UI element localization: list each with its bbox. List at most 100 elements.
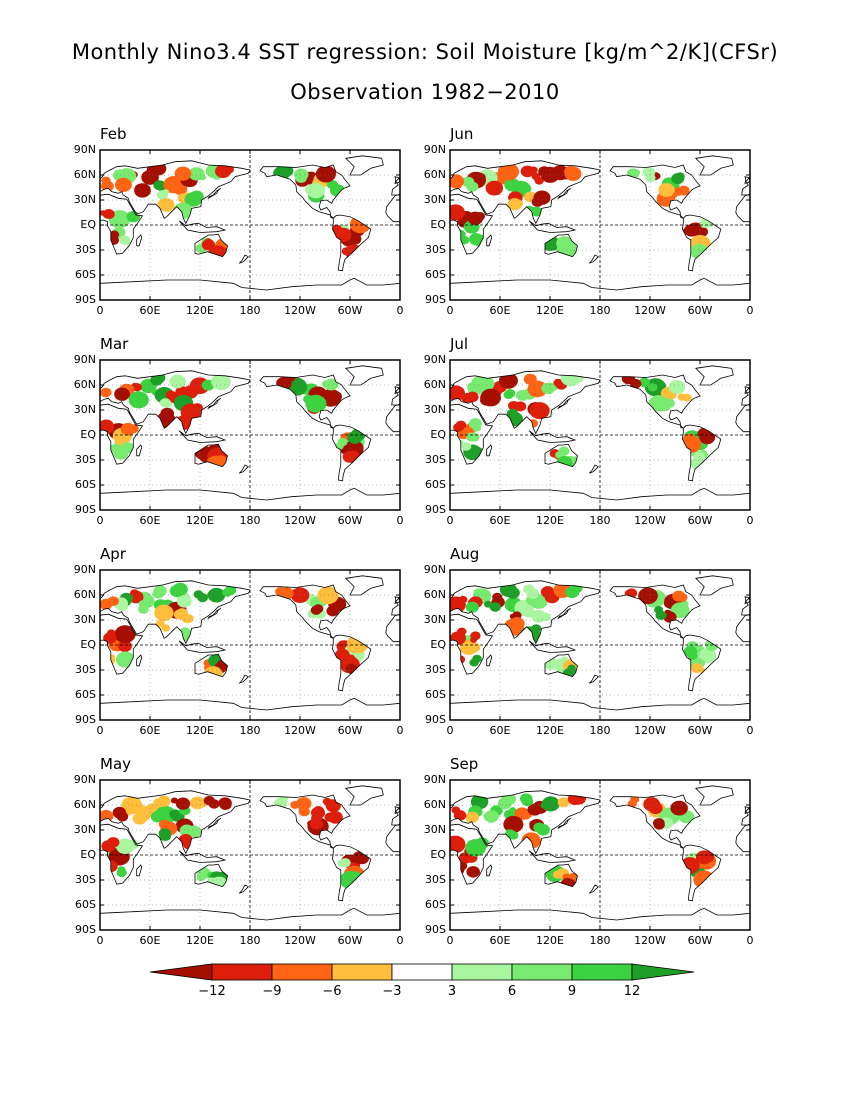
x-tick-label: 60W xyxy=(687,934,713,947)
x-tick-label: 120E xyxy=(536,514,564,527)
colorbar-label: −3 xyxy=(382,984,402,999)
colorbar-label: 6 xyxy=(507,984,517,999)
coastline-westAfrica xyxy=(735,613,750,643)
world-map xyxy=(99,569,401,721)
y-tick-label: 60N xyxy=(73,378,96,391)
anomaly-patch xyxy=(116,601,129,612)
anomaly-patch xyxy=(175,797,191,810)
grid-lines xyxy=(100,570,400,720)
x-tick-label: 120W xyxy=(284,514,316,527)
y-tick-label: 60S xyxy=(75,898,96,911)
x-tick-label: 120E xyxy=(536,724,564,737)
anomaly-patch xyxy=(219,799,232,811)
panel-month-label: Apr xyxy=(100,545,126,563)
coastline-japan xyxy=(557,607,572,620)
anomaly-patch xyxy=(335,648,350,661)
x-tick-label: 0 xyxy=(96,514,104,527)
grid-lines xyxy=(450,780,750,930)
coastline-antarctica xyxy=(450,907,750,930)
y-tick-label: 90S xyxy=(75,503,96,516)
anomaly-patch xyxy=(456,627,467,636)
anomaly-patch xyxy=(531,196,544,207)
y-tick-label: 90N xyxy=(73,773,96,786)
anomaly-patch xyxy=(173,183,188,196)
map-panel-jun: Jun 90N 60N 30N EQ 30S 60S 90S 0 60E 120E 180 120W 6… xyxy=(424,125,780,360)
anomaly-patch xyxy=(169,584,185,598)
colorbar-swatch xyxy=(391,963,453,981)
x-tick-label: 60E xyxy=(489,304,511,317)
anomaly-patch xyxy=(319,169,333,181)
y-tick-label: 90S xyxy=(75,923,96,936)
coastline-westEurope xyxy=(391,806,400,826)
world-map xyxy=(449,569,751,721)
y-tick-label: 30S xyxy=(75,243,96,256)
coastline-uk xyxy=(394,386,400,394)
colorbar-swatch xyxy=(271,963,333,981)
coastline-uk xyxy=(394,806,400,814)
x-tick-label: 120E xyxy=(186,304,214,317)
coastline-africa xyxy=(450,403,494,465)
grid-lines xyxy=(450,150,750,300)
coastline-japan xyxy=(207,817,222,830)
y-tick-label: 60N xyxy=(423,378,446,391)
anomaly-patch xyxy=(100,210,107,216)
coastline-newzealand xyxy=(588,464,599,474)
anomaly-patch xyxy=(514,807,530,820)
y-tick-label: 60S xyxy=(75,688,96,701)
coastline-africa xyxy=(450,193,494,255)
anomaly-patch xyxy=(633,169,641,176)
coastline-eurasia xyxy=(100,160,251,225)
panel-month-label: Mar xyxy=(100,335,129,353)
coastline-greenland xyxy=(344,785,384,806)
coastline-northAmerica xyxy=(609,164,701,219)
colorbar-max-arrow xyxy=(631,963,695,981)
y-tick-label: 60N xyxy=(423,798,446,811)
anomaly-patch xyxy=(483,811,497,822)
anomaly-patch xyxy=(529,166,538,174)
x-tick-label: 0 xyxy=(746,934,754,947)
y-tick-label: EQ xyxy=(80,218,96,231)
y-tick-label: EQ xyxy=(80,848,96,861)
anomaly-patch xyxy=(687,651,698,660)
anomaly-patch xyxy=(527,803,542,816)
anomaly-patch xyxy=(683,433,697,445)
coastline-westAfrica xyxy=(385,403,400,433)
coastline-westEurope xyxy=(741,806,750,826)
anomaly-patch xyxy=(659,183,670,193)
coastline-uk xyxy=(394,176,400,184)
x-tick-label: 60E xyxy=(489,724,511,737)
coastline-eurasia xyxy=(450,370,601,435)
x-tick-label: 120E xyxy=(536,304,564,317)
x-tick-label: 0 xyxy=(446,724,454,737)
colorbar-legend: −12 −9 −6 −3 3 6 9 12 xyxy=(149,962,700,1002)
coastline-antarctica xyxy=(100,907,400,930)
x-tick-label: 120W xyxy=(634,724,666,737)
anomaly-patch xyxy=(533,822,546,833)
x-tick-label: 60W xyxy=(337,514,363,527)
anomaly-patch xyxy=(100,390,109,398)
y-tick-label: 30S xyxy=(75,453,96,466)
coastline-southAmerica xyxy=(682,424,722,482)
y-tick-label: 30N xyxy=(423,193,446,206)
anomaly-patch xyxy=(547,663,554,670)
y-tick-label: 60N xyxy=(73,798,96,811)
anomaly-patch xyxy=(674,801,684,809)
grid-lines xyxy=(100,150,400,300)
x-tick-label: 0 xyxy=(396,724,404,737)
x-tick-label: 0 xyxy=(446,934,454,947)
anomaly-patch xyxy=(196,873,206,882)
y-tick-label: 30S xyxy=(425,873,446,886)
anomaly-patch xyxy=(159,398,171,408)
anomaly-patch xyxy=(175,386,189,398)
coastline-greenland xyxy=(344,575,384,596)
anomaly-patch xyxy=(310,813,322,823)
x-tick-label: 180 xyxy=(589,514,611,527)
x-tick-label: 180 xyxy=(589,304,611,317)
anomaly-patch xyxy=(564,165,577,177)
anomaly-patch xyxy=(120,422,136,436)
map-panel-apr: Apr 90N 60N 30N EQ 30S 60S 90S 0 60E 120E 180 120W 6… xyxy=(74,545,430,780)
anomaly-patch xyxy=(509,617,525,630)
x-tick-label: 60W xyxy=(337,724,363,737)
x-tick-label: 120E xyxy=(186,934,214,947)
y-tick-label: EQ xyxy=(430,428,446,441)
